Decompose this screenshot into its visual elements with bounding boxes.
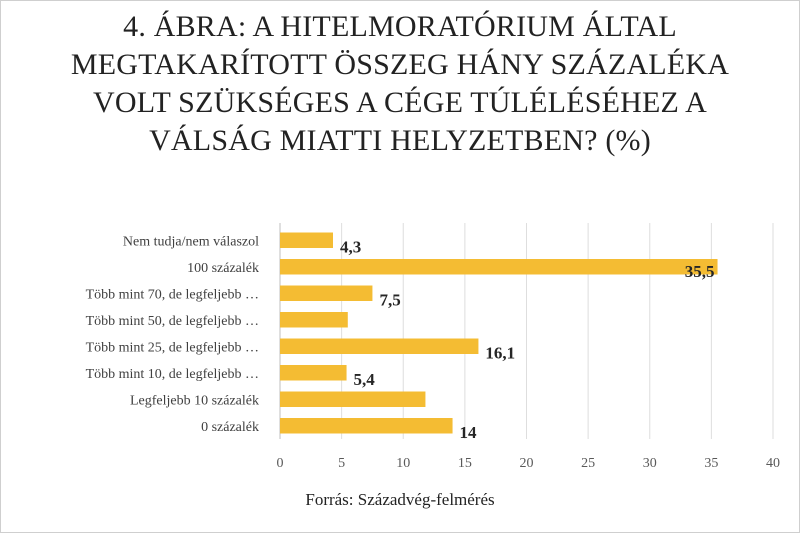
bar-7 — [280, 418, 453, 434]
chart-source: Forrás: Századvég-felmérés — [305, 490, 495, 509]
x-tick-label-1: 5 — [338, 456, 345, 471]
x-tick-label-3: 15 — [458, 456, 472, 471]
x-tick-label-0: 0 — [277, 456, 284, 471]
category-label-2: Több mint 70, de legfeljebb … — [86, 287, 259, 302]
x-tick-label-6: 30 — [643, 456, 657, 471]
bar-1 — [280, 259, 718, 275]
bar-0 — [280, 232, 333, 248]
category-label-5: Több mint 10, de legfeljebb … — [86, 367, 259, 382]
category-label-4: Több mint 25, de legfeljebb … — [86, 340, 259, 355]
bar-3 — [280, 312, 348, 328]
bar-4 — [280, 338, 479, 354]
data-label-2: 7,5 — [379, 290, 400, 309]
data-label-0: 4,3 — [340, 237, 361, 256]
x-tick-label-2: 10 — [396, 456, 410, 471]
category-label-1: 100 százalék — [187, 261, 259, 276]
bar-2 — [280, 285, 373, 301]
bar-6 — [280, 391, 426, 407]
category-label-6: Legfeljebb 10 százalék — [130, 393, 259, 408]
data-label-4: 16,1 — [485, 343, 515, 362]
category-label-0: Nem tudja/nem válaszol — [123, 234, 259, 249]
x-tick-label-8: 40 — [766, 456, 780, 471]
category-label-3: Több mint 50, de legfeljebb … — [86, 314, 259, 329]
bar-5 — [280, 365, 347, 381]
data-label-1: 35,5 — [685, 262, 715, 281]
x-tick-label-7: 35 — [704, 456, 718, 471]
x-tick-label-4: 20 — [520, 456, 534, 471]
chart-title: 4. ÁBRA: A HITELMORATÓRIUM ÁLTAL MEGTAKA… — [70, 10, 730, 157]
data-label-7: 14 — [460, 423, 478, 442]
category-label-7: 0 százalék — [201, 420, 259, 435]
data-label-5: 5,4 — [354, 370, 376, 389]
x-tick-label-5: 25 — [581, 456, 595, 471]
